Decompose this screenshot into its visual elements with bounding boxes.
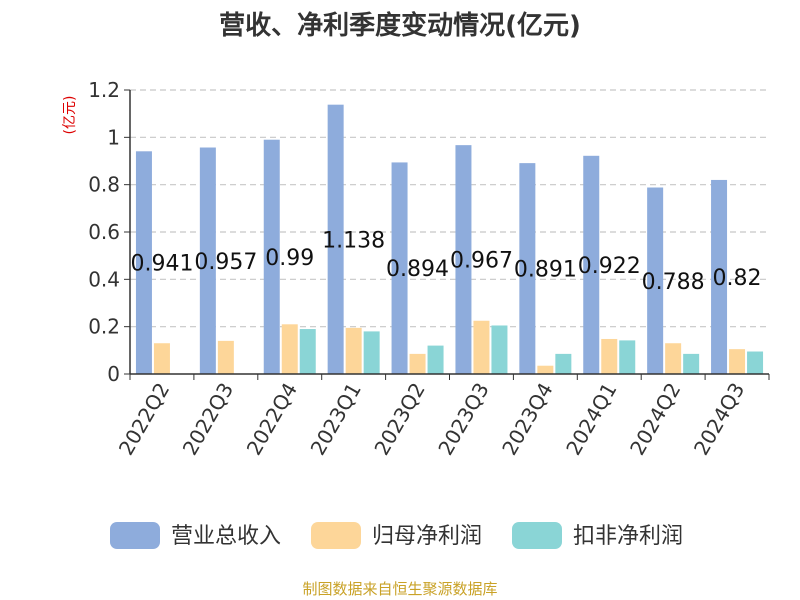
bar-net-profit — [473, 320, 490, 374]
data-label: 0.82 — [713, 266, 762, 291]
legend-label: 归母净利润 — [372, 524, 482, 549]
data-label: 0.941 — [130, 252, 193, 277]
bar-revenue — [199, 147, 216, 374]
data-label: 0.922 — [578, 254, 641, 279]
y-tick-label: 1 — [107, 125, 120, 149]
bar-net-profit — [345, 327, 362, 374]
bar-net-profit — [729, 349, 746, 374]
bar-revenue — [391, 162, 408, 374]
bar-deducted-profit — [299, 329, 316, 374]
bar-net-profit — [537, 365, 554, 374]
legend: 营业总收入 归母净利润 扣非净利润 — [110, 522, 683, 549]
bar-net-profit — [153, 343, 170, 374]
legend-label: 营业总收入 — [171, 524, 281, 549]
bar-deducted-profit — [747, 351, 764, 374]
bar-revenue — [327, 104, 344, 374]
data-label: 0.99 — [265, 246, 314, 271]
data-label: 0.894 — [386, 257, 449, 282]
bar-revenue — [455, 145, 472, 374]
chart-title: 营收、净利季度变动情况(亿元) — [219, 10, 581, 41]
y-tick-label: 0 — [107, 362, 120, 386]
bar-revenue — [519, 163, 536, 374]
bar-deducted-profit — [619, 340, 636, 374]
bars-layer — [135, 104, 764, 374]
legend-swatch — [311, 522, 361, 549]
bar-revenue — [135, 151, 152, 374]
data-label: 0.891 — [514, 258, 577, 283]
data-label: 1.138 — [322, 228, 385, 253]
y-tick-label: 1.2 — [88, 78, 120, 102]
x-tick-label: 2023Q3 — [433, 379, 493, 460]
bar-net-profit — [409, 353, 426, 374]
bar-deducted-profit — [427, 345, 444, 374]
y-tick-label: 0.8 — [88, 173, 120, 197]
y-tick-label: 0.6 — [88, 220, 120, 244]
source-note: 制图数据来自恒生聚源数据库 — [302, 580, 497, 598]
x-tick-label: 2024Q2 — [625, 379, 685, 460]
bar-deducted-profit — [555, 353, 572, 374]
x-tick-label: 2024Q3 — [689, 379, 749, 460]
bar-net-profit — [217, 340, 234, 374]
y-tick-label: 0.2 — [88, 315, 120, 339]
legend-swatch — [512, 522, 562, 549]
bar-revenue — [263, 139, 280, 374]
legend-swatch — [110, 522, 160, 549]
y-tick-label: 0.4 — [88, 267, 120, 291]
bar-revenue — [583, 155, 600, 374]
x-tick-label: 2022Q4 — [242, 379, 302, 460]
y-axis-label: (亿元) — [62, 96, 78, 135]
legend-label: 扣非净利润 — [573, 524, 683, 549]
data-label: 0.788 — [642, 270, 705, 295]
x-tick-label: 2022Q2 — [114, 379, 174, 460]
x-tick-label: 2023Q4 — [497, 379, 557, 460]
bar-deducted-profit — [363, 331, 380, 374]
x-tick-label: 2024Q1 — [561, 379, 621, 460]
x-tick-label: 2023Q2 — [369, 379, 429, 460]
bar-net-profit — [281, 324, 298, 374]
data-label: 0.967 — [450, 249, 513, 274]
bar-deducted-profit — [491, 325, 508, 374]
bar-net-profit — [665, 343, 682, 374]
bar-revenue — [647, 187, 664, 374]
bar-net-profit — [601, 338, 618, 374]
x-tick-label: 2023Q1 — [306, 379, 366, 460]
bar-revenue — [711, 179, 728, 374]
x-tick-label: 2022Q3 — [178, 379, 238, 460]
data-label: 0.957 — [194, 250, 257, 275]
bar-deducted-profit — [683, 353, 700, 374]
